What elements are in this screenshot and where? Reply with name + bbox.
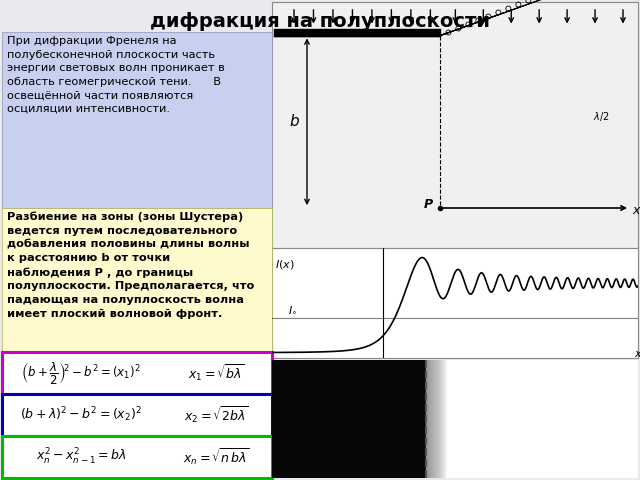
- Text: $\lambda/2$: $\lambda/2$: [593, 110, 609, 123]
- Text: P: P: [423, 197, 433, 211]
- Text: Разбиение на зоны (зоны Шустера)
ведется путем последовательного
добавления поло: Разбиение на зоны (зоны Шустера) ведется…: [7, 212, 254, 319]
- FancyBboxPatch shape: [2, 32, 272, 208]
- Text: $I_{\circ}$: $I_{\circ}$: [288, 305, 297, 316]
- Text: $I(x)$: $I(x)$: [275, 258, 295, 272]
- Text: $(b + \lambda)^2 - b^2 = (x_2)^2$: $(b + \lambda)^2 - b^2 = (x_2)^2$: [20, 406, 142, 424]
- Text: $x_n = \sqrt{n\,b\lambda}$: $x_n = \sqrt{n\,b\lambda}$: [182, 446, 250, 468]
- Text: $\left(b + \dfrac{\lambda}{2}\right)^{\!2} - b^2 = (x_1)^2$: $\left(b + \dfrac{\lambda}{2}\right)^{\!…: [21, 360, 141, 386]
- FancyBboxPatch shape: [2, 394, 272, 436]
- Text: $x_n^2 - x_{n-1}^2 = b\lambda$: $x_n^2 - x_{n-1}^2 = b\lambda$: [36, 447, 126, 467]
- FancyBboxPatch shape: [2, 436, 272, 478]
- Text: дифракция на полуплоскости: дифракция на полуплоскости: [150, 12, 490, 31]
- FancyBboxPatch shape: [2, 208, 272, 352]
- FancyBboxPatch shape: [272, 2, 638, 248]
- Text: $x_2 = \sqrt{2b\lambda}$: $x_2 = \sqrt{2b\lambda}$: [184, 405, 248, 425]
- Text: x: x: [632, 204, 639, 217]
- FancyBboxPatch shape: [272, 248, 638, 358]
- FancyBboxPatch shape: [2, 352, 272, 394]
- Text: x: x: [635, 349, 640, 360]
- Text: При дифракции Френеля на
полубесконечной плоскости часть
энергии световых волн п: При дифракции Френеля на полубесконечной…: [7, 36, 225, 114]
- Text: b: b: [289, 114, 299, 129]
- Text: $x_1 = \sqrt{b\lambda}$: $x_1 = \sqrt{b\lambda}$: [188, 362, 244, 384]
